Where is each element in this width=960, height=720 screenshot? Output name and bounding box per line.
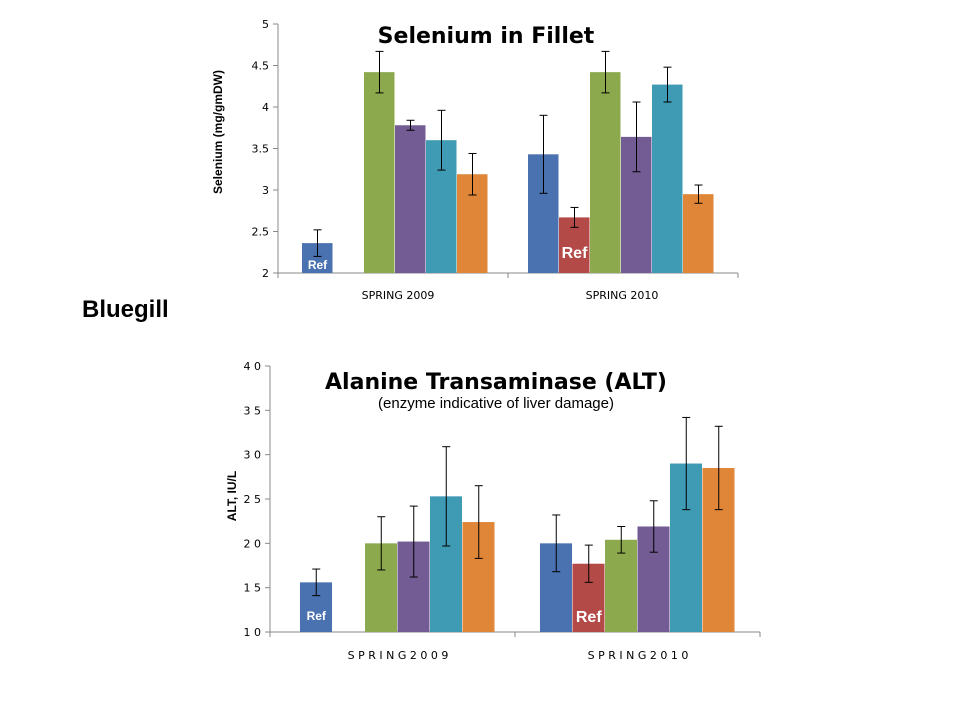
bar-g1-s4 — [395, 125, 426, 273]
bar-g2-s5 — [652, 84, 683, 273]
y-tick-label: 4.5 — [252, 60, 270, 73]
y-tick-label: 4 0 — [244, 360, 262, 373]
bar-g2-s6 — [683, 194, 714, 273]
y-tick-label: 3 0 — [244, 449, 262, 462]
y-axis-label: ALT, IU/L — [225, 471, 239, 521]
y-tick-label: 1 5 — [244, 582, 262, 595]
bar-g2-s3 — [590, 72, 621, 273]
y-tick-label: 2 — [262, 267, 269, 280]
y-tick-label: 3 5 — [244, 404, 262, 417]
ref-annotation: Ref — [562, 245, 588, 262]
y-tick-label: 3 — [262, 184, 269, 197]
chart-1: Selenium in Fillet Selenium (mg/gmDW) 2 2.5… — [211, 18, 739, 302]
bar-g2-s3 — [605, 539, 637, 632]
y-tick-label: 4 — [262, 101, 269, 114]
category-label: S P R I N G 2 0 1 0 — [588, 649, 689, 662]
ref-annotation: Ref — [576, 609, 602, 626]
y-tick-label: 1 0 — [244, 626, 262, 639]
y-tick-label: 5 — [262, 18, 269, 31]
ref-annotation: Ref — [307, 609, 327, 623]
y-tick-label: 2.5 — [252, 226, 270, 239]
y-tick-label: 2 5 — [244, 493, 262, 506]
category-label: SPRING 2009 — [362, 289, 435, 302]
y-tick-label: 3.5 — [252, 143, 270, 156]
chart-title: Alanine Transaminase (ALT) — [325, 370, 667, 395]
bar-g1-s3 — [364, 72, 395, 273]
y-tick-label: 2 0 — [244, 537, 262, 550]
category-label: S P R I N G 2 0 0 9 — [348, 649, 449, 662]
chart-title: Selenium in Fillet — [378, 24, 595, 49]
ref-annotation: Ref — [308, 258, 328, 272]
chart-subtitle: (enzyme indicative of liver damage) — [378, 395, 614, 412]
y-axis-label: Selenium (mg/gmDW) — [211, 70, 225, 194]
side-label: Bluegill — [82, 296, 169, 323]
category-label: SPRING 2010 — [586, 289, 659, 302]
chart-2: Alanine Transaminase (ALT)(enzyme indica… — [225, 360, 761, 662]
